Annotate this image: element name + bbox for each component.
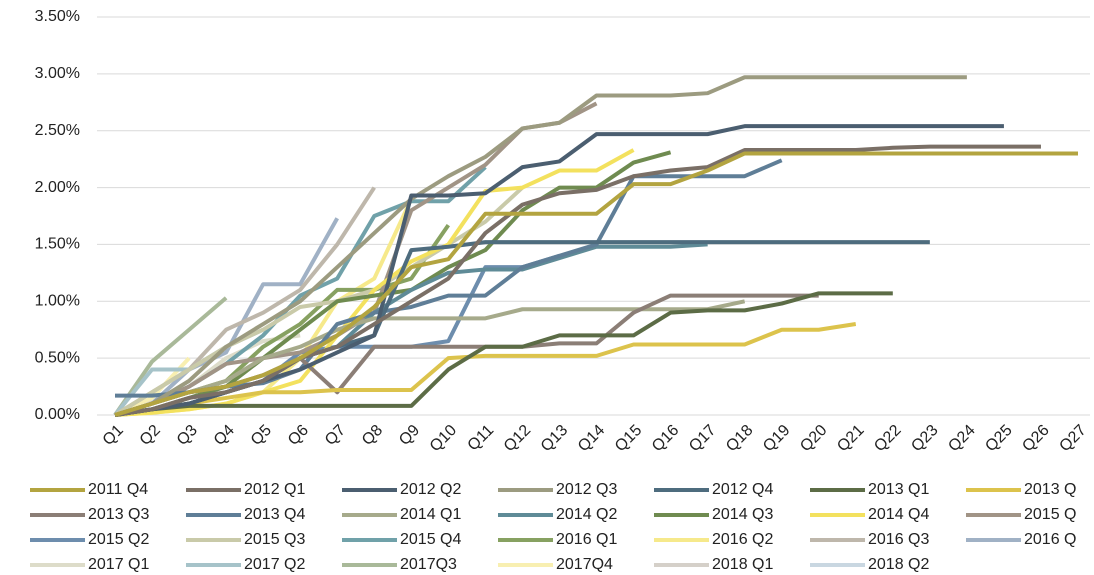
series-line	[114, 75, 967, 417]
x-tick-label: Q5	[248, 422, 275, 449]
legend-label: 2015 Q4	[400, 531, 461, 548]
x-tick-label: Q16	[649, 422, 682, 455]
legend-label: 2014 Q2	[556, 506, 617, 523]
legend-label: 2018 Q1	[712, 556, 773, 573]
legend-label: 2013 Q3	[88, 506, 149, 523]
legend-label: 2013 Q4	[244, 506, 305, 523]
x-tick-label: Q12	[501, 422, 534, 455]
legend-label: 2017Q3	[400, 556, 457, 573]
x-tick-label: Q9	[396, 422, 423, 449]
legend-label: 2018 Q2	[868, 556, 929, 573]
y-tick-label: 3.50%	[35, 8, 80, 25]
y-tick-label: 1.00%	[35, 293, 80, 310]
x-tick-label: Q7	[322, 422, 349, 449]
x-tick-label: Q17	[686, 422, 719, 455]
x-tick-label: Q19	[760, 422, 793, 455]
x-tick-label: Q18	[723, 422, 756, 455]
series-line	[114, 151, 1078, 417]
legend-label: 2014 Q3	[712, 506, 773, 523]
x-tick-label: Q3	[174, 422, 201, 449]
x-tick-label: Q25	[982, 422, 1015, 455]
x-tick-label: Q4	[211, 422, 238, 449]
legend-label: 2012 Q4	[712, 481, 773, 498]
legend-label: 2014 Q4	[868, 506, 929, 523]
legend-label: 2011 Q4	[88, 481, 148, 498]
x-tick-label: Q11	[465, 422, 498, 455]
legend-label: 2017Q4	[556, 556, 613, 573]
legend-label: 2012 Q3	[556, 481, 617, 498]
x-tick-label: Q24	[945, 422, 978, 455]
legend-label: 2016 Q2	[712, 531, 773, 548]
y-tick-label: 0.00%	[35, 406, 80, 423]
x-tick-label: Q20	[797, 422, 830, 455]
y-tick-label: 2.50%	[35, 122, 80, 139]
legend-label: 2016 Q3	[868, 531, 929, 548]
x-tick-label: Q14	[575, 422, 608, 455]
y-tick-label: 0.50%	[35, 349, 80, 366]
legend-label: 2013 Q1	[868, 481, 929, 498]
x-tick-label: Q22	[871, 422, 904, 455]
series-line	[113, 186, 524, 417]
x-tick-label: Q27	[1056, 422, 1089, 455]
y-tick-label: 1.50%	[35, 236, 80, 253]
legend-label: 2014 Q1	[400, 506, 461, 523]
y-tick-label: 3.00%	[35, 65, 80, 82]
legend-label: 2016 Q1	[556, 531, 617, 548]
x-tick-label: Q26	[1019, 422, 1052, 455]
y-tick-label: 2.00%	[35, 179, 80, 196]
x-tick-label: Q15	[612, 422, 645, 455]
legend-label: 2015 Q2	[88, 531, 149, 548]
legend-label: 2017 Q2	[244, 556, 305, 573]
x-tick-label: Q8	[359, 422, 386, 449]
x-tick-label: Q13	[538, 422, 571, 455]
legend-label: 2015 Q	[1024, 506, 1076, 523]
x-tick-label: Q2	[137, 422, 164, 449]
x-tick-label: Q21	[834, 422, 867, 455]
legend-label: 2012 Q2	[400, 481, 461, 498]
series-line	[114, 144, 1041, 417]
legend-label: 2012 Q1	[244, 481, 305, 498]
x-tick-label: Q6	[285, 422, 312, 449]
legend-label: 2013 Q	[1024, 481, 1076, 498]
legend-label: 2017 Q1	[88, 556, 149, 573]
x-tick-label: Q23	[908, 422, 941, 455]
x-tick-label: Q10	[427, 422, 460, 455]
x-tick-label: Q1	[100, 422, 127, 449]
series-line	[113, 296, 228, 417]
series-line	[114, 291, 893, 417]
series-line	[114, 322, 857, 417]
legend-label: 2015 Q3	[244, 531, 305, 548]
legend-label: 2016 Q	[1024, 531, 1076, 548]
